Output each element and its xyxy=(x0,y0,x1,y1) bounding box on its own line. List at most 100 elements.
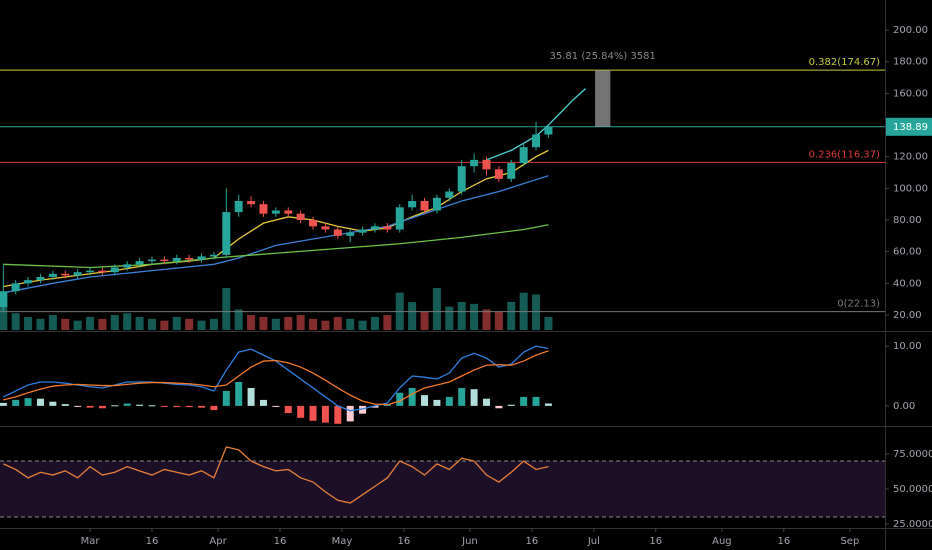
candle-body xyxy=(544,126,553,135)
volume-bar xyxy=(24,316,33,330)
volume-bar xyxy=(61,318,70,330)
volume-bar xyxy=(470,303,479,330)
candle-body xyxy=(284,210,293,214)
macd-histogram-bar xyxy=(210,405,218,411)
macd-histogram-bar xyxy=(433,399,441,406)
y-tick-label: 120.00 xyxy=(893,152,928,163)
candle-body xyxy=(482,159,491,170)
candle-body xyxy=(383,226,392,230)
candle-body xyxy=(296,213,305,220)
candle-body xyxy=(408,201,417,208)
x-tick-label: Aug xyxy=(712,536,732,547)
volume-bar xyxy=(358,320,367,330)
candle-body xyxy=(271,210,280,214)
candle-body xyxy=(370,226,379,230)
volume-bar xyxy=(271,318,280,330)
volume-bar xyxy=(160,320,169,330)
volume-bar xyxy=(247,315,256,330)
x-tick-label: May xyxy=(332,536,353,547)
macd-histogram-bar xyxy=(185,405,193,408)
y-tick-label: 180.00 xyxy=(893,57,928,68)
x-tick-label: Mar xyxy=(81,536,101,547)
macd-histogram-bar xyxy=(297,405,305,418)
volume-bar xyxy=(172,316,181,330)
candle-body xyxy=(507,163,516,179)
candle-body xyxy=(0,291,8,308)
candle-body xyxy=(222,212,231,255)
candle-body xyxy=(123,264,132,268)
macd-histogram-bar xyxy=(24,398,32,406)
macd-histogram-bar xyxy=(396,392,404,406)
x-tick-label: Jun xyxy=(461,536,478,547)
volume-bar xyxy=(321,320,330,330)
candle-body xyxy=(135,261,144,265)
x-tick-label: Apr xyxy=(209,536,227,547)
x-tick-label: 16 xyxy=(526,536,539,547)
candle-body xyxy=(73,272,82,276)
volume-bar xyxy=(507,302,516,330)
candle-body xyxy=(48,273,57,277)
macd-histogram-bar xyxy=(198,405,206,408)
candle-body xyxy=(358,229,367,233)
macd-histogram-bar xyxy=(111,405,119,407)
volume-bar xyxy=(544,316,553,330)
macd-histogram-bar xyxy=(173,405,181,408)
macd-histogram-bar xyxy=(136,404,144,406)
macd-histogram-bar xyxy=(520,396,528,406)
macd-histogram-bar xyxy=(346,405,354,422)
volume-bar xyxy=(482,309,491,330)
candle-body xyxy=(160,259,169,262)
x-tick-label: 16 xyxy=(274,536,287,547)
candle-body xyxy=(420,201,429,211)
volume-bar xyxy=(147,318,156,330)
volume-bar xyxy=(135,316,144,330)
y-tick-label: 0.00 xyxy=(893,401,915,412)
candle-body xyxy=(234,201,243,213)
last-price-label: 138.89 xyxy=(893,122,928,133)
moving-average xyxy=(3,175,549,294)
y-tick-label: 50.0000 xyxy=(893,484,932,495)
candle-body xyxy=(494,169,503,179)
volume-bar xyxy=(383,315,392,330)
macd-histogram-bar xyxy=(482,398,490,406)
macd-histogram-bar xyxy=(259,399,267,406)
y-tick-label: 75.0000 xyxy=(893,449,932,460)
signal-line xyxy=(3,350,549,406)
macd-histogram-bar xyxy=(458,387,466,406)
macd-histogram-bar xyxy=(123,403,131,406)
candle-body xyxy=(11,283,20,292)
y-tick-label: 60.00 xyxy=(893,247,922,258)
macd-histogram-bar xyxy=(160,405,168,407)
y-tick-label: 160.00 xyxy=(893,88,928,99)
candle-body xyxy=(445,191,454,198)
macd-histogram-bar xyxy=(222,390,230,406)
fib-level-label: 0(22.13) xyxy=(837,299,880,310)
macd-histogram-bar xyxy=(371,405,379,408)
last-price-box xyxy=(886,117,932,136)
volume-bar xyxy=(98,318,107,330)
volume-bar xyxy=(110,315,119,330)
volume-bar xyxy=(197,320,206,330)
volume-bar xyxy=(370,316,379,330)
volume-bar xyxy=(296,315,305,330)
volume-bar xyxy=(36,318,45,330)
candle-body xyxy=(321,226,330,230)
volume-bar xyxy=(48,315,57,330)
macd-histogram-bar xyxy=(61,404,69,406)
x-tick-label: 16 xyxy=(398,536,411,547)
x-tick-label: 16 xyxy=(146,536,159,547)
macd-histogram-bar xyxy=(408,387,416,406)
candle-body xyxy=(532,134,541,148)
candle-body xyxy=(197,256,206,260)
rsi-band xyxy=(0,461,885,518)
candle-body xyxy=(86,270,95,273)
volume-bar xyxy=(209,318,218,330)
candle-body xyxy=(36,276,45,281)
candle-body xyxy=(247,201,256,205)
volume-bar xyxy=(185,318,194,330)
macd-histogram-bar xyxy=(284,405,292,414)
macd-histogram-bar xyxy=(247,387,255,406)
